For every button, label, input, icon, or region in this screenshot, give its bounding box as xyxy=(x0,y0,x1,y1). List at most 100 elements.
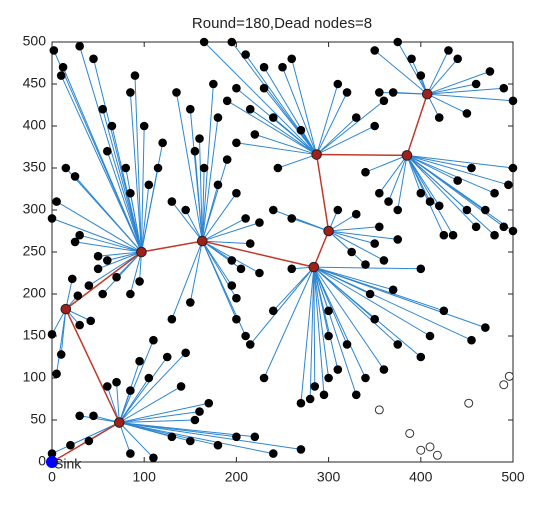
member-node xyxy=(204,398,214,408)
member-node xyxy=(149,335,158,345)
member-link xyxy=(313,266,376,320)
member-node xyxy=(245,340,255,349)
member-node xyxy=(176,382,186,391)
member-link xyxy=(189,240,203,303)
y-tick-label: 150 xyxy=(23,327,47,343)
y-tick-label: 300 xyxy=(23,201,47,217)
member-node xyxy=(444,46,453,55)
y-tick-label: 500 xyxy=(23,33,47,49)
member-link xyxy=(119,422,255,438)
member-link xyxy=(245,54,318,155)
chain-link xyxy=(202,240,315,268)
member-node xyxy=(153,163,163,173)
member-node xyxy=(232,432,241,442)
member-node xyxy=(259,83,269,93)
member-link xyxy=(201,240,242,270)
member-node xyxy=(158,138,167,148)
member-node xyxy=(439,230,449,240)
member-node xyxy=(181,205,190,215)
member-node xyxy=(504,180,513,190)
member-link xyxy=(406,154,472,169)
member-node xyxy=(268,113,278,122)
member-node xyxy=(434,201,444,211)
member-node xyxy=(393,235,403,244)
member-link xyxy=(201,167,205,242)
member-link xyxy=(201,192,237,242)
cluster-head xyxy=(421,88,433,100)
y-tick-label: 350 xyxy=(23,159,47,175)
member-link xyxy=(119,422,274,455)
member-link xyxy=(118,422,131,454)
member-node xyxy=(232,83,241,93)
member-node xyxy=(66,440,75,450)
member-node xyxy=(333,365,343,374)
member-node xyxy=(126,188,135,198)
member-node xyxy=(361,167,370,177)
member-node xyxy=(126,386,135,395)
member-node xyxy=(232,188,241,198)
member-node xyxy=(250,130,260,139)
member-link xyxy=(118,422,154,459)
member-link xyxy=(374,50,428,95)
member-node xyxy=(227,281,237,290)
member-node xyxy=(186,104,195,114)
dead-node xyxy=(425,442,435,452)
member-link xyxy=(365,154,408,173)
member-node xyxy=(379,96,389,106)
member-node xyxy=(393,205,403,215)
chain-link xyxy=(406,93,428,156)
member-node xyxy=(342,340,352,349)
member-link xyxy=(79,234,142,253)
member-node xyxy=(149,453,158,463)
member-link xyxy=(249,266,315,345)
member-link xyxy=(378,155,408,194)
member-link xyxy=(79,415,120,424)
member-node xyxy=(296,398,306,408)
member-node xyxy=(499,83,509,93)
member-node xyxy=(365,289,375,299)
member-node xyxy=(393,340,403,349)
member-link xyxy=(102,109,142,253)
member-node xyxy=(416,352,426,362)
dead-node xyxy=(416,445,426,455)
member-link xyxy=(140,142,164,253)
x-tick-label: 0 xyxy=(48,469,56,485)
member-link xyxy=(175,92,203,242)
member-link xyxy=(56,309,67,374)
member-node xyxy=(75,230,84,240)
member-node xyxy=(144,373,154,383)
member-node xyxy=(255,218,264,227)
member-link xyxy=(107,251,142,261)
member-link xyxy=(388,155,408,202)
member-node xyxy=(324,331,333,341)
cluster-head xyxy=(60,303,72,315)
member-link xyxy=(313,266,366,379)
member-link xyxy=(397,155,408,211)
member-node xyxy=(232,138,241,148)
member-node xyxy=(485,67,495,76)
member-node xyxy=(370,239,380,248)
member-link xyxy=(406,155,454,236)
member-node xyxy=(453,54,462,64)
member-node xyxy=(361,373,370,383)
member-node xyxy=(462,109,472,118)
member-link xyxy=(171,240,203,320)
y-tick-label: 0 xyxy=(38,453,46,469)
member-link xyxy=(118,356,168,423)
member-node xyxy=(467,335,476,345)
member-link xyxy=(65,167,142,253)
member-link xyxy=(74,241,142,253)
member-link xyxy=(426,50,449,95)
x-tick-label: 200 xyxy=(225,469,249,485)
member-node xyxy=(52,197,61,206)
member-node xyxy=(73,291,83,300)
member-node xyxy=(75,320,84,330)
member-link xyxy=(106,386,120,423)
member-node xyxy=(467,163,476,173)
member-node xyxy=(259,373,269,383)
member-link xyxy=(97,251,142,270)
member-link xyxy=(236,142,317,156)
plot-frame xyxy=(51,41,514,463)
chain-link xyxy=(315,154,330,232)
member-node xyxy=(93,251,103,261)
